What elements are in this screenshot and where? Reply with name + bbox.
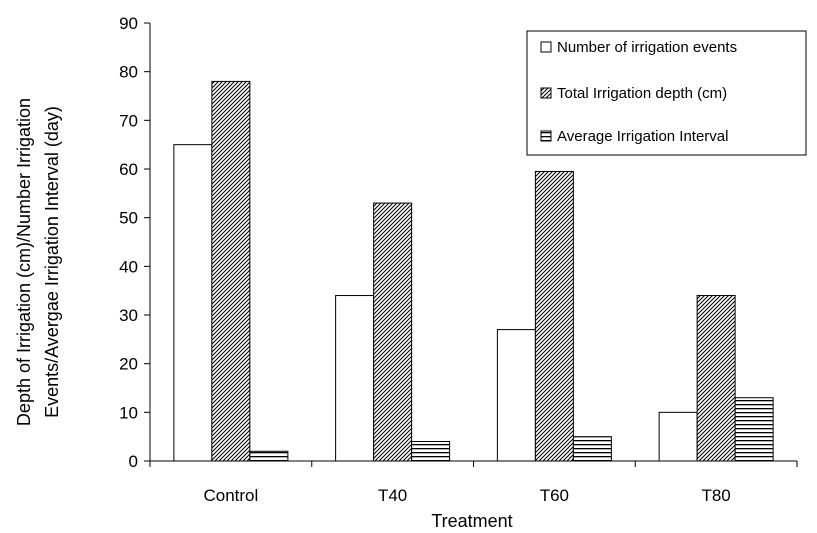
y-tick-label: 60 — [119, 160, 138, 179]
bar-t80-series-3 — [734, 397, 774, 462]
legend-swatch — [540, 41, 552, 53]
y-tick-label: 70 — [119, 111, 138, 130]
y-tick-label: 90 — [119, 14, 138, 33]
bar-t60-series-3 — [572, 436, 612, 462]
bar-control-series-2 — [211, 80, 251, 462]
bars — [173, 80, 774, 462]
x-axis-ticks: Control T40 T60 T80 — [149, 461, 798, 505]
bar-t40-series-2 — [373, 202, 413, 462]
x-axis-title: Treatment — [431, 511, 512, 531]
bar-control-series-1 — [173, 144, 213, 462]
y-tick-label: 30 — [119, 306, 138, 325]
x-category-label: Control — [203, 486, 258, 505]
legend-frame — [526, 30, 807, 156]
legend-label: Average Irrigation Interval — [557, 128, 728, 145]
bar-t80-series-2 — [696, 295, 736, 462]
legend-swatch — [540, 130, 552, 142]
x-category-label: T80 — [701, 486, 730, 505]
bar-t40-series-1 — [335, 295, 375, 462]
legend-swatch — [540, 87, 552, 99]
bar-control-series-3 — [249, 450, 289, 462]
x-category-label: T40 — [378, 486, 407, 505]
y-tick-label: 40 — [119, 257, 138, 276]
legend: Number of irrigation events Total Irrigat… — [526, 30, 807, 156]
y-tick-label: 10 — [119, 403, 138, 422]
y-tick-label: 50 — [119, 209, 138, 228]
y-axis-ticks: 0 10 20 30 40 50 60 70 80 90 — [119, 14, 150, 471]
legend-label: Total Irrigation depth (cm) — [557, 85, 727, 102]
bar-t60-series-1 — [496, 329, 536, 462]
y-axis-title-line-2: Events/Avergae Irrigation Interval (day) — [42, 106, 62, 418]
y-tick-label: 0 — [129, 452, 138, 471]
y-tick-label: 20 — [119, 355, 138, 374]
y-axis-title-line-1: Depth of Irrigation (cm)/Number Irrigati… — [14, 98, 34, 426]
bar-t80-series-1 — [658, 411, 698, 462]
legend-label: Number of irrigation events — [557, 39, 737, 56]
bar-t60-series-2 — [534, 170, 574, 462]
y-tick-label: 80 — [119, 63, 138, 82]
bar-t40-series-3 — [411, 441, 451, 462]
x-category-label: T60 — [540, 486, 569, 505]
